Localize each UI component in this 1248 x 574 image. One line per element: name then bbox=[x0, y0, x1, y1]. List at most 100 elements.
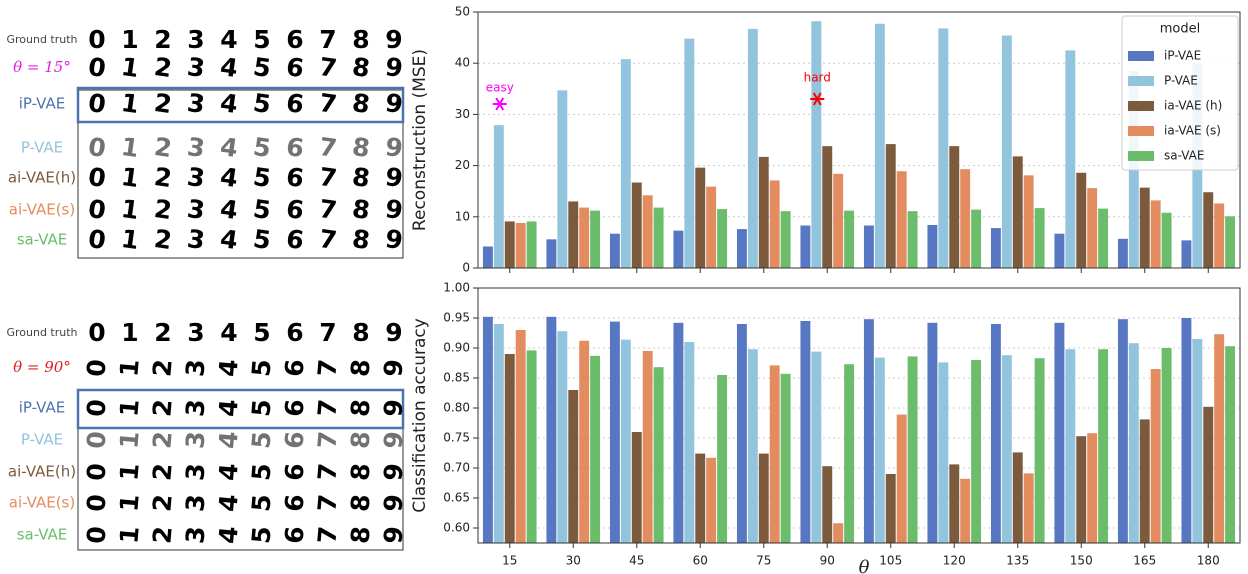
bar bbox=[654, 367, 664, 543]
bar bbox=[1162, 348, 1172, 543]
digit: 0 bbox=[88, 25, 105, 54]
digit: 2 bbox=[147, 430, 177, 450]
digit: 3 bbox=[180, 493, 210, 513]
bar bbox=[1118, 239, 1128, 268]
x-tick-label: 135 bbox=[1006, 554, 1029, 568]
legend-swatch bbox=[1128, 126, 1154, 136]
digit: 8 bbox=[350, 132, 371, 163]
digit: 4 bbox=[218, 162, 239, 193]
y-tick-label: 10 bbox=[455, 209, 470, 223]
digit: 8 bbox=[350, 162, 371, 193]
digit: 7 bbox=[317, 162, 338, 193]
digit: 6 bbox=[279, 358, 309, 378]
bar bbox=[748, 349, 758, 543]
digit: 9 bbox=[385, 25, 402, 54]
digit: 2 bbox=[152, 88, 173, 119]
digit: 5 bbox=[251, 162, 272, 193]
digit: 6 bbox=[279, 493, 309, 513]
digit: 7 bbox=[312, 398, 342, 418]
digit: 3 bbox=[180, 462, 210, 482]
digit: 8 bbox=[350, 88, 371, 119]
bar bbox=[1035, 358, 1045, 543]
digit: 2 bbox=[152, 162, 173, 193]
digit: 3 bbox=[185, 88, 206, 119]
digit: 4 bbox=[218, 88, 239, 119]
bar bbox=[483, 317, 493, 543]
bar bbox=[1002, 36, 1012, 268]
bar bbox=[1013, 156, 1023, 268]
digit: 8 bbox=[352, 318, 369, 347]
bar bbox=[695, 168, 705, 268]
bar bbox=[527, 350, 537, 543]
bar bbox=[864, 319, 874, 543]
bar bbox=[811, 352, 821, 543]
digit: 2 bbox=[152, 52, 173, 83]
bar bbox=[546, 317, 556, 543]
bar bbox=[781, 374, 791, 543]
digit: 5 bbox=[246, 358, 276, 378]
bar bbox=[844, 211, 854, 268]
bar bbox=[673, 323, 683, 543]
digit: 4 bbox=[218, 224, 239, 255]
digit: 0 bbox=[81, 430, 111, 450]
y-axis-title: Reconstruction (MSE) bbox=[410, 49, 430, 231]
digit: 2 bbox=[147, 462, 177, 482]
digit: 9 bbox=[378, 398, 408, 418]
digit: 9 bbox=[378, 462, 408, 482]
x-tick-label: 60 bbox=[693, 554, 708, 568]
y-tick-label: 0.90 bbox=[443, 341, 470, 355]
legend-label: ia-VAE (s) bbox=[1164, 124, 1221, 138]
digit: 1 bbox=[114, 430, 144, 450]
digit: 9 bbox=[378, 358, 408, 378]
row-label: sa-VAE bbox=[17, 231, 68, 249]
digit: 2 bbox=[147, 525, 177, 545]
bar bbox=[643, 351, 653, 543]
y-tick-label: 0 bbox=[462, 261, 470, 275]
bar bbox=[568, 390, 578, 543]
digit: 6 bbox=[284, 224, 305, 255]
bar bbox=[632, 182, 642, 268]
bar bbox=[1118, 319, 1128, 543]
bar bbox=[886, 474, 896, 543]
figure: Ground truth0123456789θ = 15°0123456789i… bbox=[0, 0, 1248, 574]
digit: 4 bbox=[213, 525, 243, 545]
digit: 5 bbox=[253, 25, 270, 54]
bar bbox=[579, 341, 589, 543]
bar bbox=[643, 195, 653, 268]
bar bbox=[505, 354, 515, 543]
digit: 0 bbox=[81, 462, 111, 482]
bar bbox=[1065, 50, 1075, 268]
digit: 5 bbox=[246, 525, 276, 545]
bar bbox=[1181, 318, 1191, 543]
digit: 6 bbox=[279, 398, 309, 418]
digit: 7 bbox=[312, 358, 342, 378]
bar bbox=[557, 331, 567, 543]
row-label: Ground truth bbox=[6, 33, 77, 46]
digit: 1 bbox=[119, 162, 140, 193]
bar bbox=[1225, 346, 1235, 543]
digit: 5 bbox=[246, 462, 276, 482]
digit: 9 bbox=[383, 194, 404, 225]
legend-box bbox=[1122, 16, 1238, 170]
legend-label: P-VAE bbox=[1164, 74, 1198, 88]
digit: 0 bbox=[86, 224, 107, 255]
bar bbox=[1087, 433, 1097, 543]
bar bbox=[844, 364, 854, 543]
bar bbox=[938, 28, 948, 268]
bar bbox=[717, 209, 727, 268]
bar bbox=[927, 225, 937, 268]
digit: 6 bbox=[286, 25, 303, 54]
bar bbox=[770, 180, 780, 268]
digit: 1 bbox=[114, 525, 144, 545]
digit: 6 bbox=[284, 88, 305, 119]
digit: 5 bbox=[251, 224, 272, 255]
x-tick-label: 90 bbox=[820, 554, 835, 568]
bar bbox=[1076, 436, 1086, 543]
bar bbox=[706, 187, 716, 268]
digit: 5 bbox=[251, 132, 272, 163]
legend-swatch bbox=[1128, 151, 1154, 161]
digit: 8 bbox=[350, 224, 371, 255]
digit: 4 bbox=[213, 462, 243, 482]
digit: 9 bbox=[383, 224, 404, 255]
digit: 7 bbox=[312, 462, 342, 482]
